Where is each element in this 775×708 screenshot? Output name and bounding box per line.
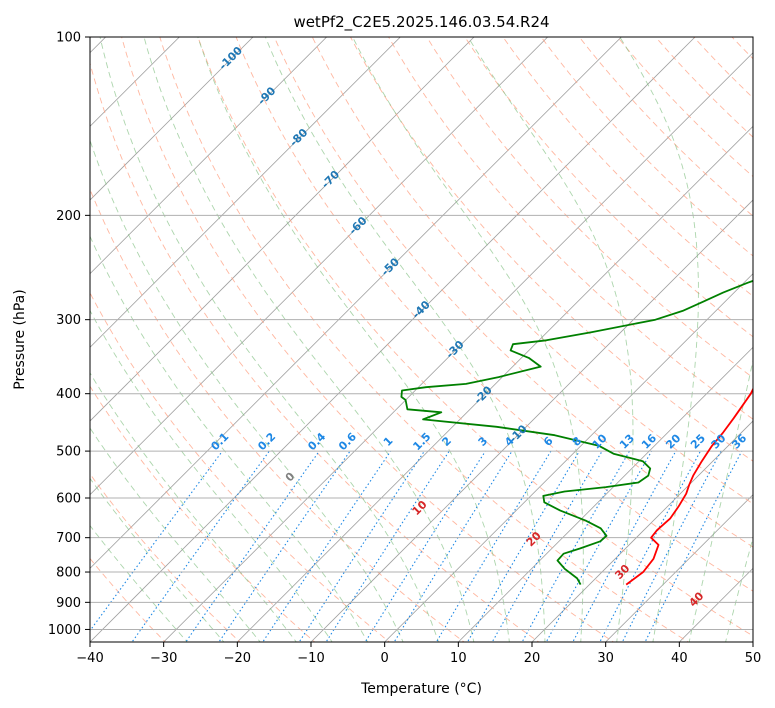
x-tick-label: 0 bbox=[381, 651, 389, 666]
y-tick-label: 700 bbox=[56, 531, 81, 546]
moist-adiabat-line bbox=[90, 138, 404, 642]
dry-adiabat-line bbox=[159, 37, 690, 642]
x-tick-label: 20 bbox=[524, 651, 541, 666]
dry-adiabat-line bbox=[311, 37, 753, 505]
y-tick-label: 800 bbox=[56, 566, 81, 581]
chart-title: wetPf2_C2E5.2025.146.03.54.R24 bbox=[293, 13, 549, 32]
dry-adiabat-line bbox=[235, 37, 753, 592]
y-tick-label: 900 bbox=[56, 596, 81, 611]
x-tick-label: 40 bbox=[671, 651, 688, 666]
y-axis: 100 200 300 400 500 600 700 800 900 1000 bbox=[48, 31, 90, 638]
dry-adiabat-line bbox=[502, 37, 753, 297]
isotherm-line bbox=[90, 37, 549, 496]
isotherm-line bbox=[310, 199, 753, 642]
mixing-ratio-line bbox=[466, 450, 580, 642]
mixing-ratio-line bbox=[90, 450, 223, 632]
isotherm-line bbox=[457, 346, 753, 642]
mixing-ratio-line bbox=[364, 450, 486, 642]
y-tick-label: 200 bbox=[56, 209, 81, 224]
mixing-ratio-line bbox=[131, 450, 270, 642]
mixing-ratio-line bbox=[599, 450, 701, 642]
moist-adiabat-line bbox=[90, 235, 369, 642]
y-tick-label: 500 bbox=[56, 445, 81, 460]
series-line bbox=[400, 279, 753, 586]
isotherm-line bbox=[236, 125, 753, 642]
dry-adiabat-line bbox=[388, 37, 753, 420]
mixing-ratio-line bbox=[185, 450, 320, 642]
isotherm-line bbox=[90, 37, 696, 642]
mixing-ratio-line bbox=[262, 450, 392, 642]
x-tick-label: 30 bbox=[597, 651, 614, 666]
y-tick-label: 100 bbox=[56, 31, 81, 46]
y-tick-label: 400 bbox=[56, 387, 81, 402]
dry-adiabat-line bbox=[273, 37, 753, 548]
dry-adiabat-line bbox=[426, 37, 753, 379]
mixing-ratio-line bbox=[572, 450, 677, 642]
x-tick-label: −30 bbox=[150, 651, 177, 666]
series-line bbox=[625, 387, 753, 586]
profile-series bbox=[400, 279, 753, 586]
y-tick-label: 600 bbox=[56, 492, 81, 507]
plot-frame bbox=[89, 36, 754, 643]
mixing-ratio-line bbox=[218, 450, 351, 642]
isotherm-line bbox=[531, 420, 753, 642]
isotherm-line bbox=[90, 37, 401, 348]
x-axis-label: Temperature (°C) bbox=[360, 681, 482, 697]
isotherm-line bbox=[163, 52, 753, 642]
x-tick-label: 50 bbox=[745, 651, 762, 666]
x-tick-label: −20 bbox=[224, 651, 251, 666]
mixing-ratio-line bbox=[298, 450, 425, 642]
mixing-ratio-line bbox=[393, 450, 513, 642]
x-tick-label: −40 bbox=[76, 651, 103, 666]
isotherm-line bbox=[605, 494, 753, 642]
isotherm-line bbox=[90, 37, 254, 201]
x-axis: −40 −30 −20 −10 0 10 20 30 40 50 bbox=[76, 642, 761, 666]
dry-adiabat-line bbox=[464, 37, 753, 338]
x-tick-label: 10 bbox=[450, 651, 467, 666]
mixing-ratio-line bbox=[325, 450, 450, 642]
isotherm-line bbox=[90, 37, 475, 422]
isotherm-line bbox=[384, 273, 753, 642]
y-axis-label: Pressure (hPa) bbox=[12, 289, 28, 389]
y-tick-label: 300 bbox=[56, 313, 81, 328]
mixing-ratio-line bbox=[621, 450, 722, 642]
dry-adiabat-line bbox=[349, 37, 753, 462]
isotherm-line bbox=[90, 37, 622, 569]
y-tick-label: 1000 bbox=[48, 623, 81, 638]
x-tick-label: −10 bbox=[297, 651, 324, 666]
